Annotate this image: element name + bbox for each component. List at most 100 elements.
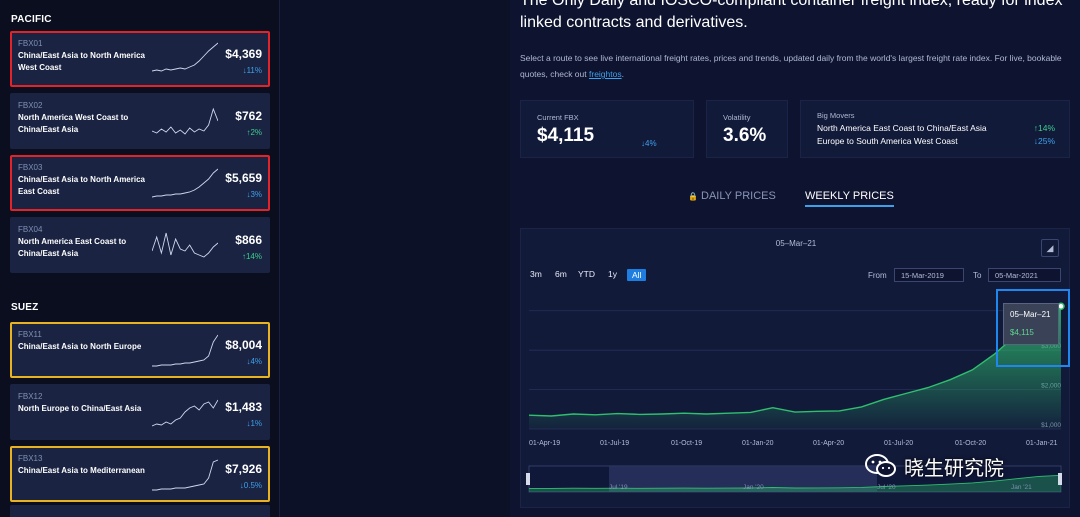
mover-route[interactable]: Europe to South America West Coast [817,136,958,146]
mover-route[interactable]: North America East Coast to China/East A… [817,123,987,133]
from-label: From [868,271,887,280]
section-title-pacific: PACIFIC [11,14,52,25]
zoom-6m[interactable]: 6m [555,269,567,279]
zoom-ytd[interactable]: YTD [578,269,595,279]
route-card-next[interactable] [10,505,270,517]
x-tick-label: 01-Jul-19 [600,440,629,447]
route-sparkline [152,107,218,135]
x-tick-label: 01-Apr-19 [529,440,560,447]
current-fbx-value: $4,115 [537,125,595,146]
chart-current-date: 05–Mar–21 [775,239,817,248]
current-fbx-change: ↓4% [641,139,657,148]
route-card-fbx04[interactable]: FBX04 North America East Coast to China/E… [10,217,270,273]
route-change: ↑14% [241,252,262,261]
zoom-all[interactable]: All [627,269,647,281]
page-headline: The Only Daily and IOSCO-compliant conta… [520,0,1063,31]
route-code: FBX04 [18,225,43,234]
route-price: $8,004 [225,338,262,352]
route-change: ↓11% [242,66,262,75]
zoom-3m[interactable]: 3m [530,269,542,279]
route-card-fbx01[interactable]: FBX01 China/East Asia to North America We… [10,31,270,87]
route-name: North Europe to China/East Asia [18,404,142,413]
route-name: North America East Coast to China/East A… [18,237,127,258]
x-tick-label: 01-Apr-20 [813,440,844,447]
watermark-text: 晓生研究院 [904,458,1004,480]
current-fbx-stat: Current FBX $4,115 ↓4% [520,100,694,158]
big-movers-stat: Big Movers North America East Coast to C… [800,100,1070,158]
route-code: FBX02 [18,101,43,110]
route-card-fbx03[interactable]: FBX03 China/East Asia to North America Ea… [10,155,270,211]
page-description: Select a route to see live international… [520,50,1070,82]
description-end: . [621,69,624,79]
route-code: FBX13 [18,454,43,463]
route-sparkline [152,168,218,198]
volatility-stat: Volatility 3.6% [706,100,788,158]
tab-daily-label: DAILY PRICES [701,190,776,202]
route-name: China/East Asia to North Europe [18,342,142,351]
navigator-area [529,475,1061,492]
chart-tooltip: 05–Mar–21 $4,115 [1003,303,1059,345]
zoom-1y[interactable]: 1y [608,269,617,279]
route-change: ↓3% [246,190,262,199]
navigator-line [529,474,1062,489]
x-tick-label: 01-Jan-20 [742,440,774,447]
x-tick-label: 01-Jul-20 [884,440,913,447]
route-price: $1,483 [225,400,262,414]
route-name: China/East Asia to North America East Co… [18,175,145,196]
share-icon[interactable]: ◢ [1041,239,1059,257]
route-change: ↓1% [246,419,262,428]
section-title-suez: SUEZ [11,302,39,313]
route-price: $4,369 [225,47,262,61]
tooltip-highlight-box [996,289,1070,367]
route-code: FBX12 [18,392,43,401]
route-sparkline [152,399,218,427]
main-panel: The Only Daily and IOSCO-compliant conta… [510,0,1080,517]
route-sparkline [152,232,218,258]
tab-weekly-prices[interactable]: WEEKLY PRICES [805,190,894,207]
volatility-value: 3.6% [723,125,767,146]
x-tick-label: 01-Jan-21 [1026,440,1058,447]
route-sparkline [152,42,218,72]
navigator-handle-left[interactable] [526,473,530,485]
route-price: $762 [235,109,262,123]
route-code: FBX11 [18,330,42,339]
route-card-fbx11[interactable]: FBX11 China/East Asia to North Europe $8,0… [10,322,270,378]
volatility-label: Volatility [723,113,751,122]
to-date-input[interactable]: 05-Mar-2021 [988,268,1061,282]
wechat-icon [865,454,896,477]
tooltip-value: $4,115 [1010,328,1034,337]
price-line [528,305,1062,417]
route-change: ↓0.5% [239,481,262,490]
navigator-label: Jan '21 [1011,484,1032,491]
route-name: China/East Asia to Mediterranean [18,466,145,475]
description-text: Select a route to see live international… [520,53,1062,79]
x-tick-label: 01-Oct-19 [671,440,702,447]
route-card-fbx13[interactable]: FBX13 China/East Asia to Mediterranean $7,… [10,446,270,502]
route-card-fbx02[interactable]: FBX02 North America West Coast to China/E… [10,93,270,149]
from-date-input[interactable]: 15-Mar-2019 [894,268,964,282]
route-code: FBX03 [18,163,43,172]
route-code: FBX01 [18,39,43,48]
tab-daily-prices[interactable]: 🔒 DAILY PRICES [688,190,776,202]
route-change: ↓4% [246,357,262,366]
route-card-fbx12[interactable]: FBX12 North Europe to China/East Asia $1,4… [10,384,270,440]
navigator-label: Jul '20 [877,484,896,491]
route-name: North America West Coast to China/East A… [18,113,129,134]
route-price: $7,926 [225,462,262,476]
lock-icon: 🔒 [688,192,698,201]
navigator-handle-right[interactable] [1058,473,1062,485]
route-sparkline [152,459,218,491]
x-tick-label: 01-Oct-20 [955,440,986,447]
big-movers-label: Big Movers [817,111,855,120]
tooltip-date: 05–Mar–21 [1010,310,1051,319]
price-area [529,306,1061,429]
freightos-link[interactable]: freightos [589,69,622,79]
navigator-label: Jul '19 [609,484,628,491]
route-name: China/East Asia to North America West Co… [18,51,145,72]
background-gap [280,0,510,517]
price-chart-svg[interactable]: $1,000$2,000$3,00001-Apr-1901-Jul-1901-O… [521,229,1071,509]
route-price: $5,659 [225,171,262,185]
to-label: To [973,271,982,280]
route-sidebar: PACIFIC SUEZ FBX01 China/East Asia to Nor… [0,0,280,517]
